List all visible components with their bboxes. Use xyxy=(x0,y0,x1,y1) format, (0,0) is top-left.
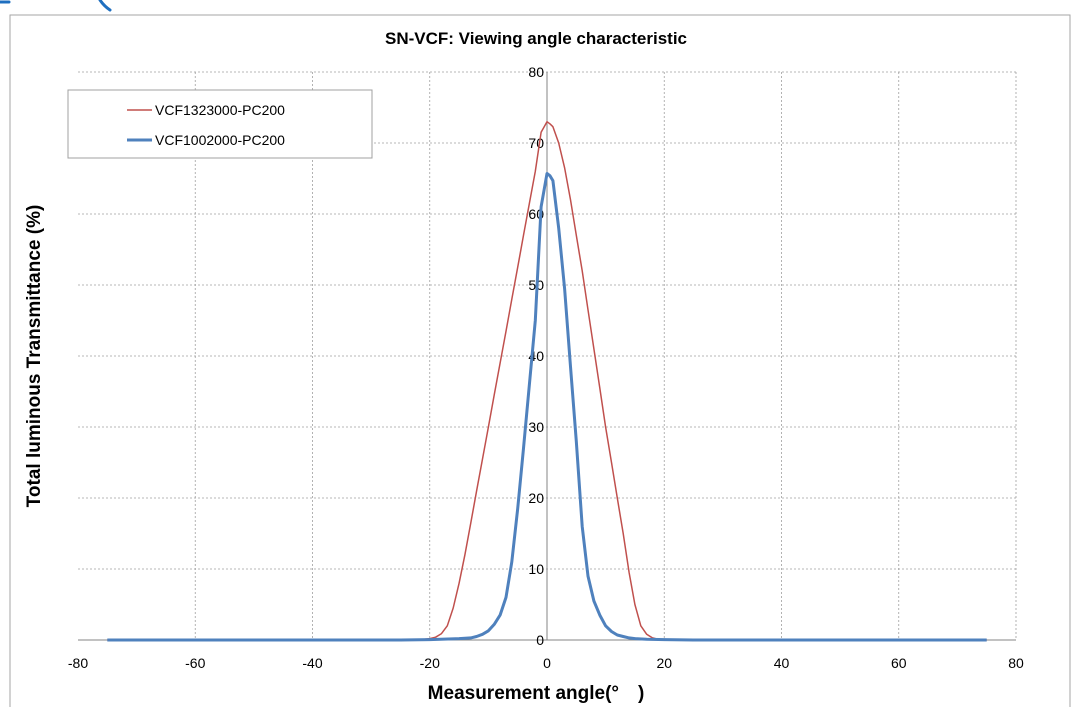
data-series xyxy=(107,120,987,642)
x-tick-label: 20 xyxy=(656,655,672,671)
x-tick-label: -20 xyxy=(420,655,440,671)
y-axis-title: Total luminous Transmittance (%) xyxy=(24,205,45,508)
series-line-1 xyxy=(107,120,987,641)
legend-label-series-2: VCF1002000-PC200 xyxy=(155,132,285,148)
x-tick-label: -60 xyxy=(185,655,205,671)
y-tick-label: 70 xyxy=(528,135,544,151)
x-tick-label: 40 xyxy=(774,655,790,671)
legend: VCF1323000-PC200 VCF1002000-PC200 xyxy=(67,89,373,159)
cropped-heading-mark xyxy=(0,0,112,12)
x-tick-label: 80 xyxy=(1008,655,1024,671)
x-tick-label: 0 xyxy=(543,655,551,671)
y-tick-label: 30 xyxy=(528,419,544,435)
series-line-2 xyxy=(107,172,987,642)
y-tick-label: 80 xyxy=(528,64,544,80)
x-tick-label: -40 xyxy=(302,655,322,671)
chart-title: SN-VCF: Viewing angle characteristic xyxy=(385,29,687,48)
x-axis-title: Measurement angle(° ) xyxy=(428,683,645,704)
legend-label-series-1: VCF1323000-PC200 xyxy=(155,102,285,118)
y-tick-label: 20 xyxy=(528,490,544,506)
y-tick-label: 0 xyxy=(536,632,544,648)
x-tick-label: 60 xyxy=(891,655,907,671)
x-tick-label: -80 xyxy=(68,655,88,671)
y-tick-label: 10 xyxy=(528,561,544,577)
legend-box xyxy=(67,89,373,159)
